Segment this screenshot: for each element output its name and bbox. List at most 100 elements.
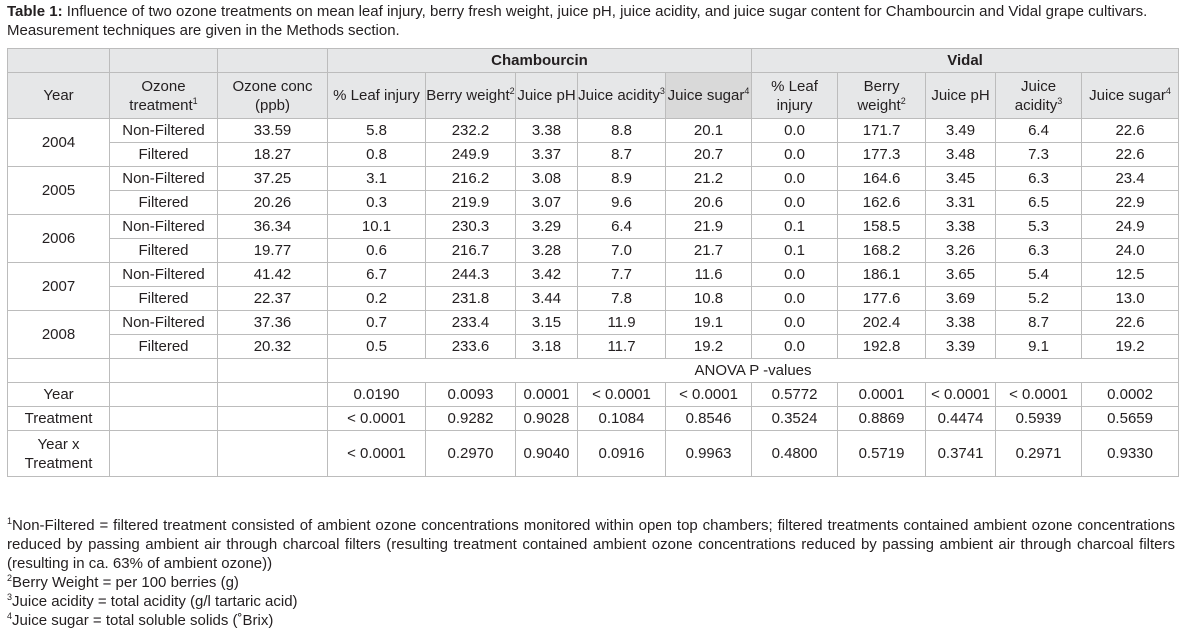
vidal-value-cell: 186.1 bbox=[837, 262, 927, 287]
anova-value-cell: < 0.0001 bbox=[925, 382, 997, 407]
vidal-value-cell: 3.45 bbox=[925, 166, 997, 191]
anova-value-cell: 0.3524 bbox=[751, 406, 839, 431]
chambourcin-value-cell: 6.7 bbox=[327, 262, 426, 287]
conc-cell: 19.77 bbox=[217, 238, 328, 263]
vidal-value-cell: 164.6 bbox=[837, 166, 927, 191]
anova-value-cell: 0.0002 bbox=[1081, 382, 1180, 407]
anova-label: Treatment bbox=[7, 406, 110, 431]
vidal-value-cell: 0.0 bbox=[751, 310, 839, 335]
footnote-marker: 2 bbox=[7, 573, 13, 583]
chambourcin-value-cell: 21.9 bbox=[664, 214, 753, 239]
anova-value-cell: 0.1084 bbox=[577, 406, 666, 431]
treatment-cell: Non-Filtered bbox=[109, 262, 218, 287]
footnote: 1Non-Filtered = filtered treatment consi… bbox=[7, 516, 1175, 573]
year-cell: 2006 bbox=[7, 214, 110, 263]
group-header-row: Chambourcin Vidal bbox=[7, 48, 1180, 73]
anova-value-cell: 0.5719 bbox=[837, 430, 927, 477]
treatment-cell: Non-Filtered bbox=[109, 214, 218, 239]
year-cell: 2007 bbox=[7, 262, 110, 311]
chambourcin-value-cell: 0.2 bbox=[327, 286, 426, 311]
table-row: 2004 Non-Filtered 33.59 5.8 232.2 3.38 8.8 20.1… bbox=[7, 118, 1180, 167]
chambourcin-value-cell: 11.7 bbox=[577, 334, 666, 359]
conc-cell: 36.34 bbox=[217, 214, 328, 239]
chambourcin-value-cell: 11.9 bbox=[577, 310, 666, 335]
anova-value-cell: 0.4474 bbox=[925, 406, 997, 431]
vidal-value-cell: 5.4 bbox=[995, 262, 1083, 287]
treatment-cell: Filtered bbox=[109, 190, 218, 215]
chambourcin-value-cell: 8.7 bbox=[577, 142, 666, 167]
anova-value-cell: 0.3741 bbox=[925, 430, 997, 477]
vidal-value-cell: 0.0 bbox=[751, 334, 839, 359]
footnotes: 1Non-Filtered = filtered treatment consi… bbox=[7, 516, 1175, 630]
chambourcin-value-cell: 216.7 bbox=[425, 238, 516, 263]
col-v-leaf-injury: % Leaf injury bbox=[751, 72, 839, 119]
chambourcin-value-cell: 9.6 bbox=[577, 190, 666, 215]
conc-cell: 20.26 bbox=[217, 190, 328, 215]
table-row: Filtered 19.77 0.6 216.7 3.28 7.0 21.7 0.1 168.2… bbox=[8, 238, 1180, 263]
conc-cell: 20.32 bbox=[217, 334, 328, 359]
chambourcin-value-cell: 3.15 bbox=[515, 310, 578, 335]
chambourcin-value-cell: 11.6 bbox=[664, 262, 753, 287]
vidal-value-cell: 0.0 bbox=[751, 190, 839, 215]
conc-cell: 33.59 bbox=[217, 118, 328, 143]
anova-value-cell: 0.9040 bbox=[515, 430, 578, 477]
caption-text: Influence of two ozone treatments on mea… bbox=[7, 3, 1148, 39]
vidal-value-cell: 168.2 bbox=[837, 238, 927, 263]
chambourcin-value-cell: 0.8 bbox=[327, 142, 426, 167]
chambourcin-value-cell: 3.18 bbox=[515, 334, 578, 359]
footnote: 3Juice acidity = total acidity (g/l tart… bbox=[7, 592, 1175, 611]
chambourcin-value-cell: 0.6 bbox=[327, 238, 426, 263]
chambourcin-value-cell: 233.4 bbox=[425, 310, 516, 335]
chambourcin-value-cell: 20.7 bbox=[664, 142, 753, 167]
chambourcin-value-cell: 0.5 bbox=[327, 334, 426, 359]
vidal-value-cell: 3.48 bbox=[925, 142, 997, 167]
anova-value-cell: 0.2970 bbox=[425, 430, 516, 477]
conc-cell: 37.25 bbox=[217, 166, 328, 191]
vidal-value-cell: 7.3 bbox=[995, 142, 1083, 167]
col-c-leaf-injury: % Leaf injury bbox=[327, 72, 426, 119]
vidal-value-cell: 0.1 bbox=[751, 238, 839, 263]
data-table: Chambourcin Vidal Year Ozone treatment1 … bbox=[7, 48, 1180, 477]
anova-value-cell: < 0.0001 bbox=[664, 382, 753, 407]
vidal-value-cell: 3.38 bbox=[925, 310, 997, 335]
vidal-value-cell: 5.2 bbox=[995, 286, 1083, 311]
vidal-value-cell: 5.3 bbox=[995, 214, 1083, 239]
caption-label: Table 1: bbox=[7, 3, 63, 20]
chambourcin-value-cell: 8.9 bbox=[577, 166, 666, 191]
footnote: 4Juice sugar = total soluble solids (˚Br… bbox=[7, 611, 1175, 630]
table-row: Filtered 22.37 0.2 231.8 3.44 7.8 10.8 0.0 177.6… bbox=[8, 286, 1180, 311]
anova-row: Year 0.0190 0.0093 0.0001 < 0.0001 < 0.0001 0.… bbox=[7, 382, 1180, 407]
chambourcin-value-cell: 3.28 bbox=[515, 238, 578, 263]
vidal-value-cell: 202.4 bbox=[837, 310, 927, 335]
vidal-value-cell: 24.0 bbox=[1081, 238, 1180, 263]
chambourcin-value-cell: 10.1 bbox=[327, 214, 426, 239]
chambourcin-value-cell: 3.1 bbox=[327, 166, 426, 191]
chambourcin-value-cell: 6.4 bbox=[577, 214, 666, 239]
group-vidal: Vidal bbox=[751, 48, 1180, 73]
footnote-text: Non-Filtered = filtered treatment consis… bbox=[7, 517, 1175, 572]
footnote: 2Berry Weight = per 100 berries (g) bbox=[7, 573, 1175, 592]
anova-value-cell: < 0.0001 bbox=[577, 382, 666, 407]
chambourcin-value-cell: 219.9 bbox=[425, 190, 516, 215]
col-c-juice-ph: Juice pH bbox=[515, 72, 578, 119]
anova-value-cell: 0.0916 bbox=[577, 430, 666, 477]
vidal-value-cell: 3.26 bbox=[925, 238, 997, 263]
vidal-value-cell: 158.5 bbox=[837, 214, 927, 239]
vidal-value-cell: 22.9 bbox=[1081, 190, 1180, 215]
vidal-value-cell: 3.69 bbox=[925, 286, 997, 311]
chambourcin-value-cell: 3.38 bbox=[515, 118, 578, 143]
vidal-value-cell: 9.1 bbox=[995, 334, 1083, 359]
anova-value-cell: 0.8869 bbox=[837, 406, 927, 431]
vidal-value-cell: 3.49 bbox=[925, 118, 997, 143]
anova-row: Treatment < 0.0001 0.9282 0.9028 0.1084 0.854… bbox=[7, 406, 1180, 431]
table-row: 2008 Non-Filtered 37.36 0.7 233.4 3.15 11.9 19.… bbox=[7, 310, 1180, 359]
table-row: 2007 Non-Filtered 41.42 6.7 244.3 3.42 7.7 11.6… bbox=[7, 262, 1180, 311]
anova-label: Year x Treatment bbox=[7, 430, 110, 477]
chambourcin-value-cell: 3.37 bbox=[515, 142, 578, 167]
anova-value-cell: < 0.0001 bbox=[327, 430, 426, 477]
anova-value-cell: 0.5939 bbox=[995, 406, 1083, 431]
chambourcin-value-cell: 249.9 bbox=[425, 142, 516, 167]
vidal-value-cell: 6.3 bbox=[995, 238, 1083, 263]
vidal-value-cell: 3.38 bbox=[925, 214, 997, 239]
anova-value-cell: 0.0001 bbox=[837, 382, 927, 407]
